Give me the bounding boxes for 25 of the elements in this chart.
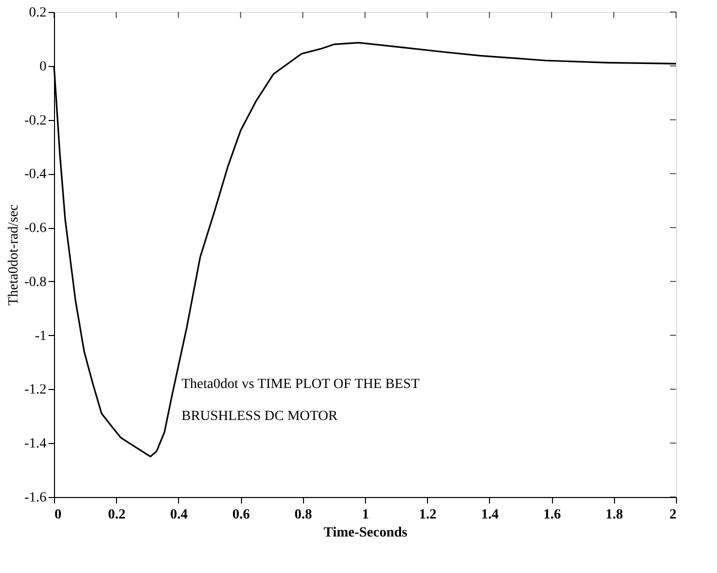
y-tick-label: 0 [40,59,46,74]
annotation: Theta0dot vs TIME PLOT OF THE BEST [182,376,420,392]
x-tick-label: 1.8 [606,508,624,522]
y-tick-label: 0.2 [29,6,46,20]
x-tick-label: 1.4 [481,508,499,522]
y-tick-label: -1 [34,328,46,344]
x-tick-label: 2 [670,508,676,522]
x-tick-label: 0.8 [294,508,312,522]
x-tick-label: 1.6 [543,508,561,522]
y-tick-label: -1.2 [24,382,46,398]
x-tick-label: 1.2 [418,508,436,522]
y-tick-label: -1.4 [24,436,46,452]
x-tick-label: 1 [362,508,369,522]
y-tick-label: -1.6 [24,490,46,506]
y-tick-label: -0.8 [24,274,46,290]
x-tick-label: 0.4 [170,508,188,522]
y-tick-label: -0.2 [24,113,46,128]
y-axis-title: Theta0dot-rad/sec [6,204,22,306]
annotation: BRUSHLESS DC MOTOR [182,409,338,424]
x-tick-label: 0.6 [232,508,250,522]
y-tick-label: -0.4 [24,167,46,182]
x-tick-label: 0 [54,508,62,522]
y-tick-label: -0.6 [24,221,46,236]
x-axis-title: Time-Seconds [324,526,408,540]
x-tick-label: 0.2 [108,508,126,522]
